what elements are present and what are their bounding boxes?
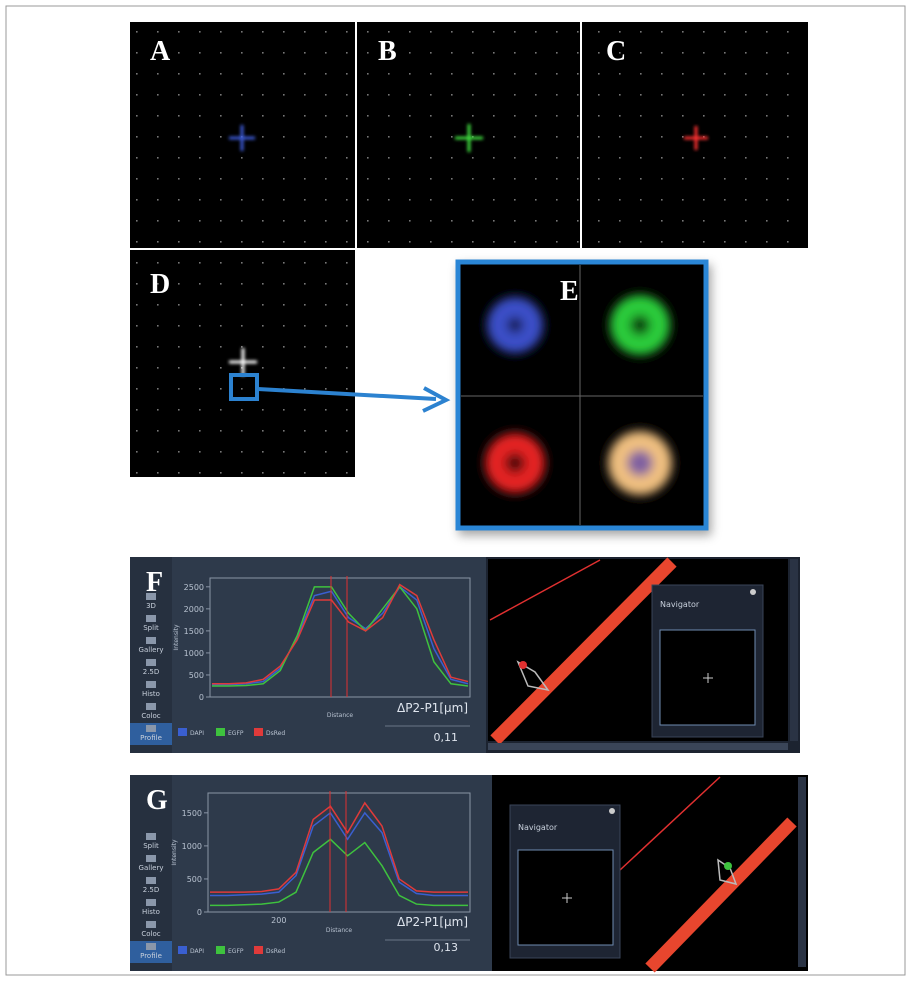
- y-axis-label: Intensity: [171, 839, 178, 866]
- delta-value: 0,11: [434, 731, 459, 744]
- legend-label: DsRed: [266, 948, 285, 955]
- toolbar-icon: [146, 855, 156, 862]
- toolbar-button[interactable]: 2.5D: [143, 886, 160, 894]
- toolbar-button[interactable]: Profile: [140, 952, 162, 960]
- toolbar-icon: [146, 921, 156, 928]
- toolbar-icon: [146, 703, 156, 710]
- toolbar-button[interactable]: Profile: [140, 734, 162, 742]
- legend-swatch: [216, 728, 225, 736]
- toolbar-button[interactable]: Histo: [142, 690, 160, 698]
- legend-swatch: [254, 728, 263, 736]
- delta-value: 0,13: [434, 941, 459, 954]
- toolbar-button[interactable]: 3D: [146, 602, 156, 610]
- toolbar-icon: [146, 833, 156, 840]
- panel-label: F: [146, 567, 163, 598]
- toolbar-icon: [146, 615, 156, 622]
- delta-label: ΔP2-P1[μm]: [397, 915, 468, 929]
- panel-label: D: [150, 269, 170, 300]
- toolbar-button[interactable]: Split: [143, 842, 159, 850]
- legend-label: DsRed: [266, 730, 285, 737]
- delta-label: ΔP2-P1[μm]: [397, 701, 468, 715]
- toolbar-icon: [146, 725, 156, 732]
- y-tick-label: 2500: [184, 583, 204, 592]
- toolbar-button[interactable]: Gallery: [139, 646, 164, 654]
- toolbar-icon: [146, 659, 156, 666]
- x-tick-label: 200: [271, 916, 286, 925]
- y-tick-label: 1500: [182, 809, 202, 818]
- legend-label: EGFP: [228, 948, 244, 955]
- legend-label: DAPI: [190, 948, 204, 955]
- panel-label: C: [606, 36, 626, 67]
- y-tick-label: 500: [189, 671, 204, 680]
- panel-a: A: [130, 22, 355, 248]
- y-tick-label: 1500: [184, 627, 204, 636]
- x-axis-label: Distance: [327, 712, 354, 719]
- y-tick-label: 0: [199, 693, 204, 702]
- image-view: [486, 557, 800, 753]
- panel-label: E: [560, 276, 579, 307]
- toolbar-icon: [146, 877, 156, 884]
- y-tick-label: 0: [197, 908, 202, 917]
- toolbar-icon: [146, 943, 156, 950]
- y-tick-label: 500: [187, 875, 202, 884]
- toolbar-button[interactable]: Coloc: [141, 712, 160, 720]
- toolbar-icon: [146, 681, 156, 688]
- y-tick-label: 1000: [184, 649, 204, 658]
- y-tick-label: 1000: [182, 842, 202, 851]
- toolbar-button[interactable]: Split: [143, 624, 159, 632]
- x-axis-label: Distance: [326, 927, 353, 934]
- legend-swatch: [178, 946, 187, 954]
- toolbar-icon: [146, 899, 156, 906]
- legend-swatch: [178, 728, 187, 736]
- navigator-title: Navigator: [660, 600, 700, 609]
- navigator-title: Navigator: [518, 823, 558, 832]
- panel-label: G: [146, 785, 168, 816]
- panel-d: D: [130, 250, 446, 477]
- image-view: [492, 775, 808, 971]
- toolbar-icon: [146, 637, 156, 644]
- toolbar-button[interactable]: 2.5D: [143, 668, 160, 676]
- panel-c: C: [582, 22, 808, 248]
- panel-e: E: [458, 262, 706, 528]
- panel-label: B: [378, 36, 397, 67]
- legend-swatch: [254, 946, 263, 954]
- y-tick-label: 2000: [184, 605, 204, 614]
- panel-b: B: [357, 22, 580, 248]
- toolbar-button[interactable]: Histo: [142, 908, 160, 916]
- toolbar-button[interactable]: Gallery: [139, 864, 164, 872]
- legend-swatch: [216, 946, 225, 954]
- panel-label: A: [150, 36, 171, 67]
- y-axis-label: Intensity: [173, 624, 180, 651]
- figure: A B C D E: [0, 0, 911, 981]
- toolbar-button[interactable]: Coloc: [141, 930, 160, 938]
- legend-label: EGFP: [228, 730, 244, 737]
- legend-label: DAPI: [190, 730, 204, 737]
